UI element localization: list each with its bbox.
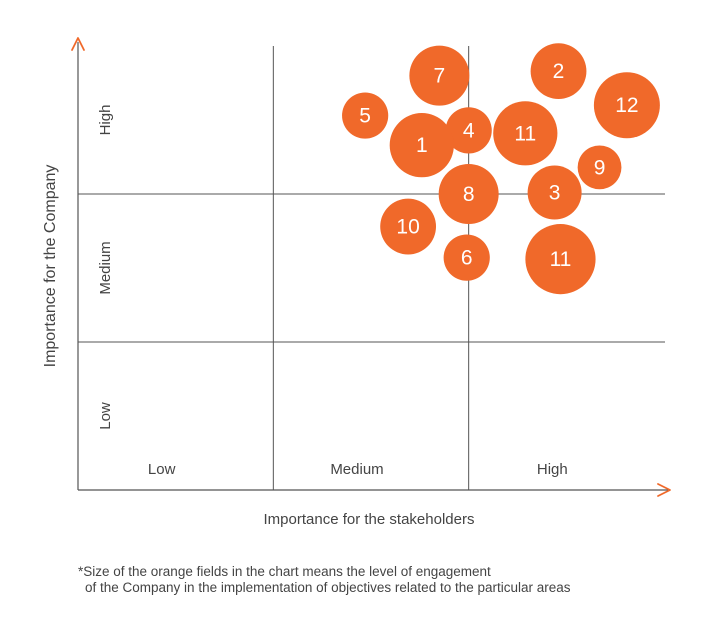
x-tick-label: Medium xyxy=(330,461,383,478)
bubble-label: 4 xyxy=(463,119,475,142)
x-tick-label: High xyxy=(537,461,568,478)
bubble-label: 11 xyxy=(550,248,572,271)
footnote-line-2: of the Company in the implementation of … xyxy=(85,580,571,595)
bubble-label: 1 xyxy=(416,134,428,157)
y-axis-label: Importance for the Company xyxy=(42,165,59,368)
bubble-5 xyxy=(342,92,389,139)
bubble-label: 8 xyxy=(463,183,475,206)
footnote: *Size of the orange fields in the chart … xyxy=(78,564,688,596)
bubble-7 xyxy=(409,45,470,106)
bubble-10 xyxy=(380,198,437,255)
bubble-6 xyxy=(443,234,490,281)
bubble-label: 9 xyxy=(594,156,606,179)
bubble-label: 11 xyxy=(514,122,536,145)
x-tick-labels: Low Medium High xyxy=(148,461,568,478)
bubble-label: 7 xyxy=(434,65,446,88)
footnote-line-1: *Size of the orange fields in the chart … xyxy=(78,564,491,579)
bubble-label: 12 xyxy=(615,94,638,117)
axes xyxy=(71,37,671,497)
bubble-label: 6 xyxy=(461,247,473,270)
bubble-label: 2 xyxy=(553,60,565,83)
y-tick-labels: Low Medium High xyxy=(97,105,114,430)
y-tick-label: Medium xyxy=(97,241,114,294)
bubble-11 xyxy=(493,101,558,166)
y-tick-label: Low xyxy=(97,402,114,430)
bubble-12 xyxy=(593,72,660,139)
y-tick-label: High xyxy=(97,105,114,136)
bubble-11 xyxy=(525,224,596,295)
bubble-label: 10 xyxy=(396,216,419,239)
bubble-1 xyxy=(389,113,454,178)
bubble-8 xyxy=(438,164,499,224)
bubble-label: 5 xyxy=(359,105,371,128)
bubble-2 xyxy=(530,43,587,100)
x-axis-label: Importance for the stakeholders xyxy=(264,511,475,528)
x-tick-label: Low xyxy=(148,461,176,478)
bubble-3 xyxy=(527,165,582,220)
x-axis-arrow-icon xyxy=(657,483,671,497)
y-axis-arrow-icon xyxy=(71,37,85,51)
bubble-label: 3 xyxy=(549,182,561,205)
bubble-4 xyxy=(445,107,492,154)
bubble-9 xyxy=(577,145,622,190)
